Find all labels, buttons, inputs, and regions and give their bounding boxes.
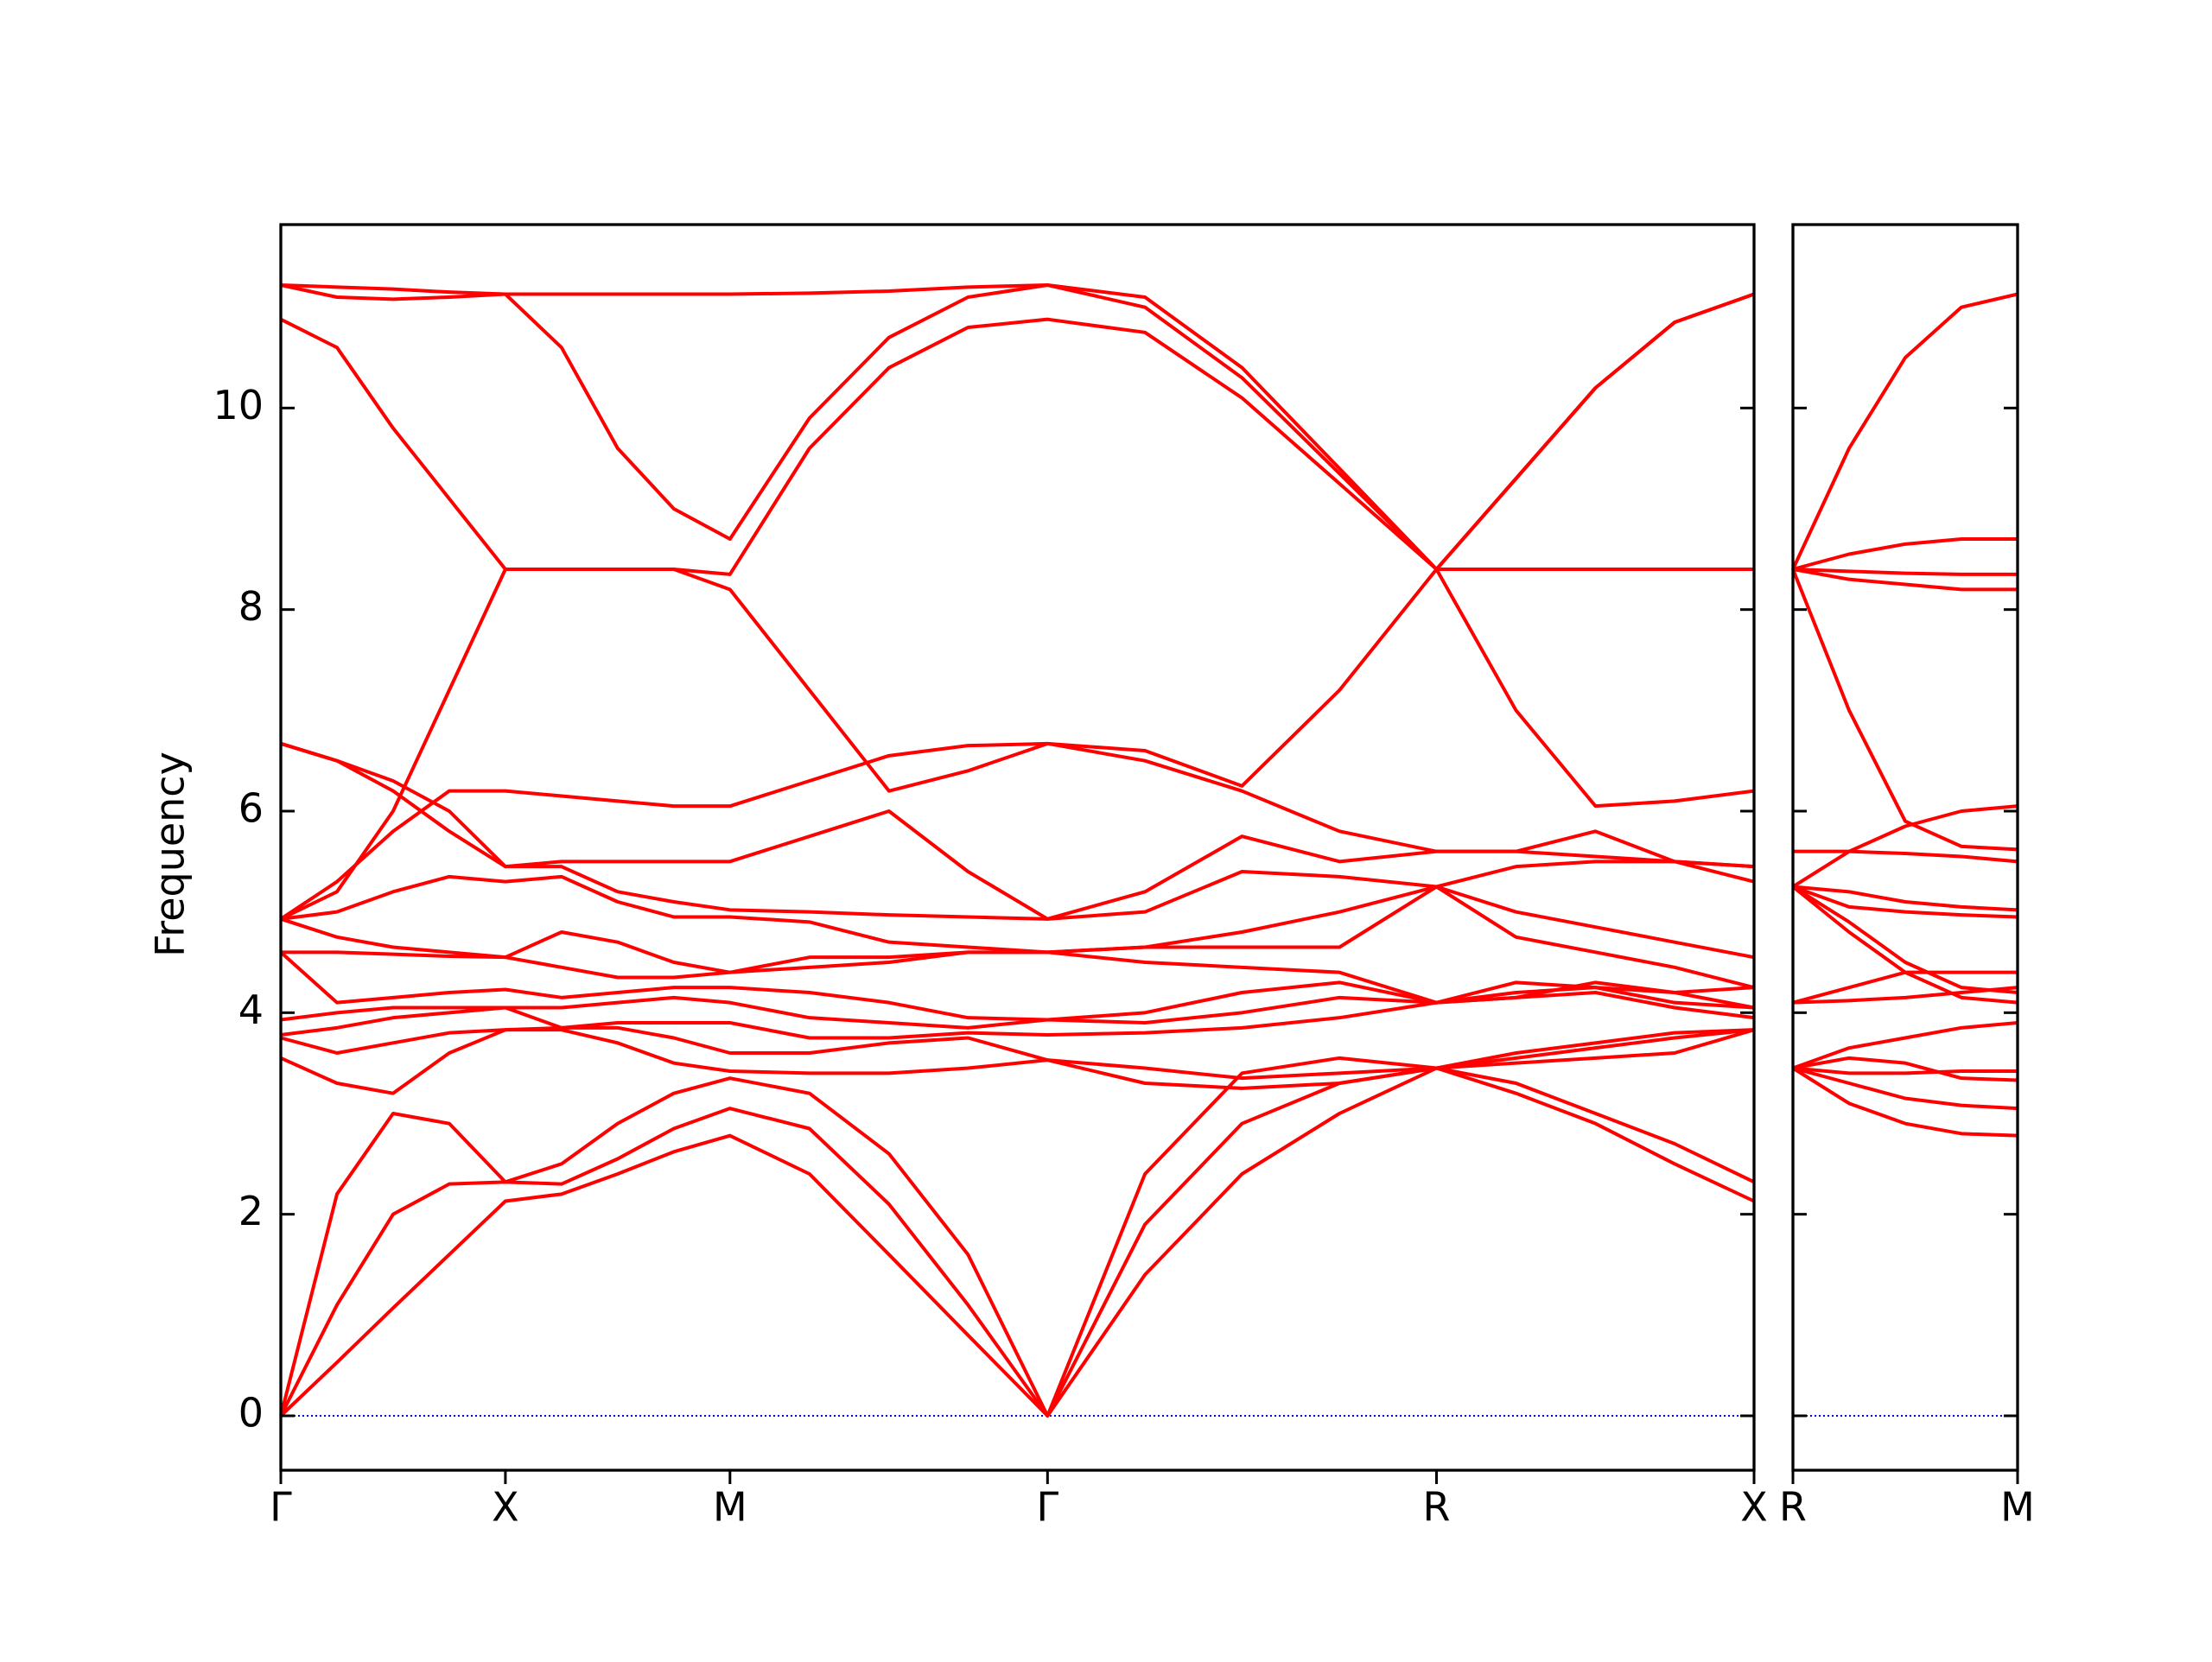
band-line [1792, 537, 2018, 571]
band-line [1792, 885, 2018, 919]
band-line [280, 283, 1755, 571]
band-line [280, 741, 1755, 921]
y-axis-label: Frequency [147, 752, 194, 957]
band-line [279, 1066, 1755, 1418]
band-line [1792, 1021, 2018, 1070]
band-line [1793, 849, 2018, 864]
band-line [280, 568, 1755, 921]
band-line [279, 950, 1755, 1022]
y-tick-label: 0 [238, 1390, 264, 1437]
band-line [280, 317, 1754, 576]
band-line [279, 741, 1755, 921]
band-line [1791, 292, 2018, 570]
band-line [279, 1066, 1755, 1418]
band-line [280, 283, 1755, 571]
band-line [1792, 1066, 2018, 1075]
x-tick-label: Γ [1037, 1484, 1059, 1531]
band-line [279, 1028, 1755, 1418]
band-line [1792, 568, 2018, 592]
y-tick-label: 8 [238, 583, 264, 630]
band-line [1792, 568, 2018, 576]
plot-frame [1791, 223, 2019, 1472]
band-line [280, 741, 1755, 921]
y-tick-label: 6 [238, 785, 264, 832]
band-line [280, 1025, 1755, 1081]
band-line [280, 986, 1755, 1030]
y-tick-label: 2 [238, 1188, 264, 1234]
x-tick-label: Γ [270, 1484, 292, 1531]
band-line [1792, 1056, 2018, 1082]
band-line [1791, 885, 2018, 994]
band-line [1792, 1066, 2018, 1111]
x-tick-label: M [713, 1484, 747, 1531]
x-tick-label: X [1740, 1484, 1768, 1531]
band-line [280, 885, 1755, 990]
band-line [1791, 885, 2018, 1005]
x-tick-label: M [2000, 1484, 2035, 1531]
x-tick-label: R [1779, 1484, 1807, 1531]
band-line [280, 1028, 1755, 1095]
y-tick-label: 4 [238, 986, 264, 1033]
band-line [280, 874, 1755, 960]
band-line [1791, 568, 2018, 852]
band-line [1791, 1066, 2018, 1138]
x-tick-label: X [492, 1484, 519, 1531]
band-line [1791, 804, 2018, 889]
plot-frame [279, 223, 1756, 1472]
band-line [1792, 885, 2018, 912]
y-tick-label: 10 [213, 382, 264, 428]
band-line [281, 950, 1755, 1005]
x-tick-label: R [1423, 1484, 1451, 1531]
